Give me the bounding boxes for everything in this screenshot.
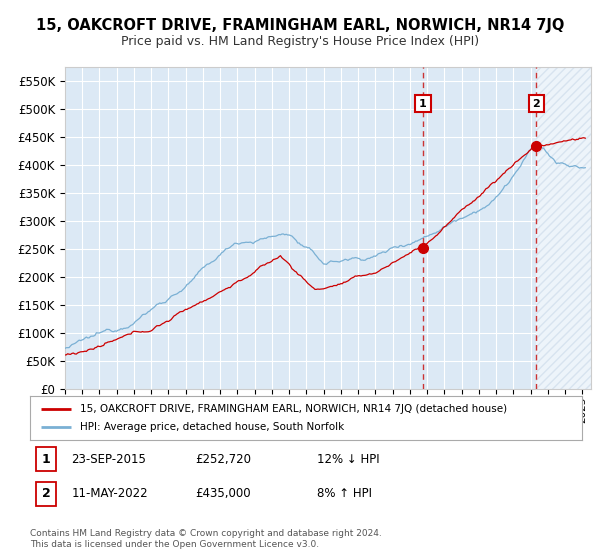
Text: 11-MAY-2022: 11-MAY-2022 xyxy=(71,487,148,500)
Text: 15, OAKCROFT DRIVE, FRAMINGHAM EARL, NORWICH, NR14 7JQ: 15, OAKCROFT DRIVE, FRAMINGHAM EARL, NOR… xyxy=(36,18,564,32)
Text: 2: 2 xyxy=(532,99,540,109)
Text: This data is licensed under the Open Government Licence v3.0.: This data is licensed under the Open Gov… xyxy=(30,540,319,549)
Text: 1: 1 xyxy=(41,452,50,465)
Text: Price paid vs. HM Land Registry's House Price Index (HPI): Price paid vs. HM Land Registry's House … xyxy=(121,35,479,49)
Text: 1: 1 xyxy=(419,99,427,109)
Text: 8% ↑ HPI: 8% ↑ HPI xyxy=(317,487,372,500)
Text: £252,720: £252,720 xyxy=(196,452,251,465)
Text: Contains HM Land Registry data © Crown copyright and database right 2024.: Contains HM Land Registry data © Crown c… xyxy=(30,529,382,538)
Text: 2: 2 xyxy=(41,487,50,500)
Text: 23-SEP-2015: 23-SEP-2015 xyxy=(71,452,146,465)
Text: HPI: Average price, detached house, South Norfolk: HPI: Average price, detached house, Sout… xyxy=(80,422,344,432)
Bar xyxy=(35,447,56,471)
Text: 12% ↓ HPI: 12% ↓ HPI xyxy=(317,452,380,465)
Bar xyxy=(536,67,594,389)
Bar xyxy=(536,67,594,389)
Text: £435,000: £435,000 xyxy=(196,487,251,500)
Bar xyxy=(35,482,56,506)
Text: 15, OAKCROFT DRIVE, FRAMINGHAM EARL, NORWICH, NR14 7JQ (detached house): 15, OAKCROFT DRIVE, FRAMINGHAM EARL, NOR… xyxy=(80,404,507,414)
